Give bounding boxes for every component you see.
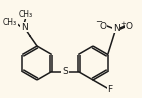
Text: N: N — [21, 23, 27, 31]
Text: S: S — [62, 67, 68, 76]
Text: CH₃: CH₃ — [19, 10, 33, 19]
Text: N: N — [113, 24, 119, 33]
Text: O: O — [100, 21, 106, 30]
Text: F: F — [107, 84, 113, 93]
Text: O: O — [126, 21, 132, 30]
Text: CH₃: CH₃ — [3, 18, 17, 26]
Text: −: − — [96, 18, 103, 26]
Text: +: + — [120, 21, 126, 27]
